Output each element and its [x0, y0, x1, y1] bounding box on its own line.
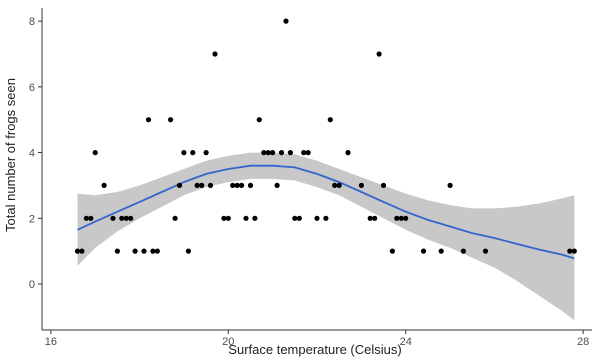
data-point	[460, 248, 466, 254]
data-point	[207, 182, 214, 188]
data-point	[141, 248, 147, 254]
data-point	[305, 150, 311, 156]
data-point	[101, 182, 107, 188]
data-point	[336, 182, 342, 188]
data-point	[150, 248, 156, 254]
data-point	[447, 182, 453, 188]
confidence-band	[77, 152, 575, 321]
data-point	[128, 215, 134, 221]
data-point	[274, 182, 280, 188]
y-tick-label: 8	[29, 16, 35, 28]
data-point	[168, 117, 174, 123]
data-point	[176, 182, 183, 188]
y-tick-label: 2	[29, 213, 35, 225]
x-tick-label: 24	[400, 336, 412, 348]
data-point	[314, 215, 320, 221]
data-point	[296, 215, 302, 221]
y-tick-label: 6	[29, 82, 35, 94]
data-point	[181, 150, 187, 156]
data-point	[203, 150, 209, 156]
data-point	[221, 215, 227, 221]
data-point	[110, 215, 116, 221]
data-point	[265, 150, 271, 156]
y-tick-label: 4	[29, 148, 35, 160]
x-tick-label: 20	[222, 336, 234, 348]
data-point	[92, 150, 98, 156]
data-point	[190, 150, 196, 156]
data-point	[243, 215, 249, 221]
data-point	[256, 117, 262, 123]
data-point	[482, 248, 489, 254]
data-point	[252, 215, 258, 221]
data-point	[230, 182, 236, 188]
data-point	[123, 215, 129, 221]
data-point	[119, 215, 125, 221]
data-point	[358, 182, 364, 188]
data-point	[239, 182, 245, 188]
data-point	[301, 150, 307, 156]
y-axis-title: Total number of frogs seen	[3, 78, 18, 232]
data-point	[398, 215, 404, 221]
data-point	[145, 117, 152, 123]
y-tick-label: 0	[29, 279, 35, 291]
data-point	[132, 248, 138, 254]
data-point	[372, 215, 378, 221]
data-point	[88, 215, 94, 221]
data-point	[327, 117, 333, 123]
data-point	[194, 182, 200, 188]
data-point	[212, 51, 218, 57]
data-point	[292, 215, 298, 221]
data-point	[376, 51, 382, 57]
data-point	[394, 215, 400, 221]
data-point	[270, 150, 276, 156]
data-point	[567, 248, 573, 254]
data-point	[403, 215, 409, 221]
x-tick-label: 16	[45, 336, 57, 348]
data-point	[367, 215, 373, 221]
data-point	[389, 248, 395, 254]
data-point	[420, 248, 427, 254]
data-point	[234, 182, 240, 188]
x-tick-label: 28	[577, 336, 589, 348]
data-point	[185, 248, 191, 254]
data-point	[571, 248, 577, 254]
data-point	[380, 182, 387, 188]
data-point	[83, 215, 89, 221]
data-point	[283, 18, 289, 24]
data-point	[74, 248, 81, 254]
data-point	[172, 215, 178, 221]
data-point	[114, 248, 120, 254]
data-point	[438, 248, 444, 254]
data-point	[278, 150, 285, 156]
x-axis-title: Surface temperature (Celsius)	[228, 342, 401, 357]
data-point	[332, 182, 338, 188]
data-point	[345, 150, 351, 156]
data-point	[225, 215, 231, 221]
data-point	[261, 150, 267, 156]
smooth-trend-line	[77, 164, 575, 260]
data-point	[287, 150, 293, 156]
data-point	[154, 248, 160, 254]
data-point	[199, 182, 205, 188]
data-point	[79, 248, 85, 254]
data-point	[247, 182, 254, 188]
data-point	[323, 215, 329, 221]
